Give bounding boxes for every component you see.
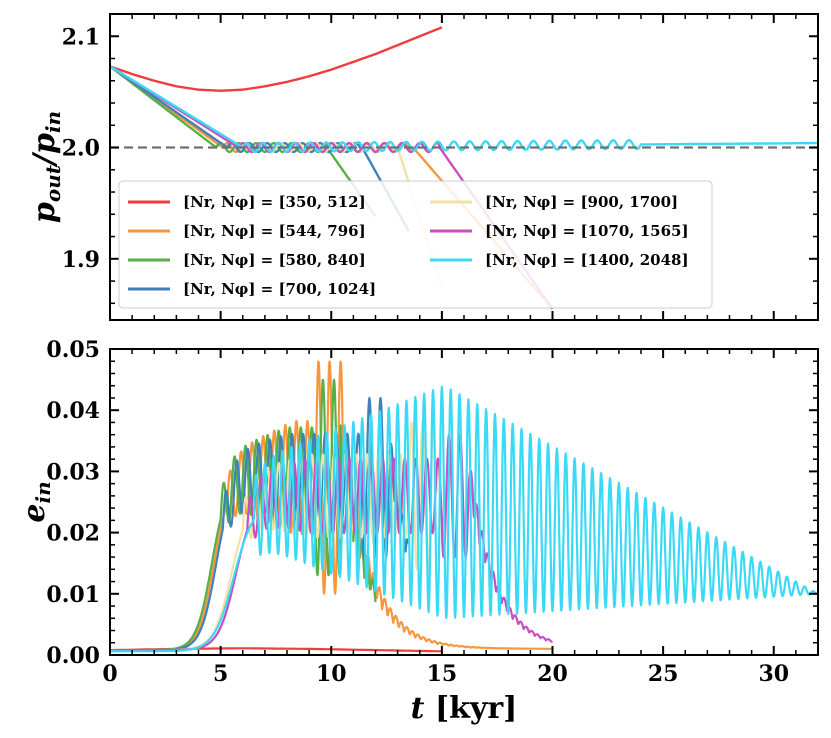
top-ylabel: pout/pin	[27, 111, 65, 223]
top-ylabel-mid: /p	[27, 133, 62, 168]
bottom-ytick-label: 0.00	[46, 643, 100, 669]
bottom-xtick-labels: 0 5 10 15 20 25 30	[102, 661, 789, 687]
top-ytick-label: 2.1	[62, 24, 100, 50]
top-series-line-700-1024	[110, 65, 410, 232]
bottom-panel: 0.00 0.01 0.02 0.03 0.04 0.05 0 5 10 15 20 25 30 ei…	[17, 337, 819, 726]
bottom-xtick-label: 20	[537, 661, 568, 687]
legend-entries: [Nr, Nφ] = [350, 512] [Nr, Nφ] = [544, 79…	[128, 193, 689, 298]
bottom-ytick-labels: 0.00 0.01 0.02 0.03 0.04 0.05	[46, 337, 100, 669]
bottom-ytick-label: 0.05	[46, 337, 100, 363]
bottom-xtick-label: 0	[102, 661, 117, 687]
bottom-series-group	[110, 360, 818, 653]
top-ylabel-sub2: in	[41, 111, 65, 133]
bottom-xlabel: t [kyr]	[411, 691, 518, 726]
bottom-series-line-1400-2048	[110, 385, 818, 653]
top-ylabel-main: p	[27, 202, 62, 223]
bottom-ytick-label: 0.03	[46, 459, 100, 485]
legend-label: [Nr, Nφ] = [700, 1024]	[183, 280, 376, 298]
bottom-xtick-label: 30	[758, 661, 789, 687]
legend-label: [Nr, Nφ] = [350, 512]	[183, 193, 366, 211]
top-series-line-350-512	[110, 26, 443, 93]
bottom-xtick-label: 5	[213, 661, 228, 687]
bottom-ytick-label: 0.01	[46, 582, 100, 608]
top-ylabel-sub1: out	[41, 164, 65, 202]
bottom-xtick-label: 10	[316, 661, 347, 687]
top-series-line-1400-2048	[110, 65, 818, 154]
legend-label: [Nr, Nφ] = [544, 796]	[183, 222, 366, 240]
legend-label: [Nr, Nφ] = [1070, 1565]	[485, 222, 689, 240]
bottom-ticks	[109, 348, 819, 656]
bottom-xtick-label: 25	[648, 661, 679, 687]
top-ytick-label: 1.9	[62, 247, 100, 273]
legend-box	[118, 180, 713, 309]
xlabel-unit: [kyr]	[425, 691, 518, 726]
bottom-ytick-label: 0.04	[46, 398, 100, 424]
bottom-ytick-label: 0.02	[46, 521, 100, 547]
top-ytick-labels: 1.9 2.0 2.1	[62, 24, 100, 273]
legend-label: [Nr, Nφ] = [900, 1700]	[485, 193, 678, 211]
top-ticks	[109, 14, 819, 320]
legend-label: [Nr, Nφ] = [580, 840]	[183, 251, 366, 269]
bottom-ylabel-main: e	[17, 504, 52, 523]
bottom-ylabel-sub: in	[31, 481, 55, 503]
top-panel: 1.92.02.1 [Nr, Nφ] = [350, 512][Nr, Nφ] …	[27, 13, 819, 321]
legend-label: [Nr, Nφ] = [1400, 2048]	[485, 251, 689, 269]
bottom-xtick-label: 15	[427, 661, 458, 687]
top-ytick-label: 2.0	[62, 136, 100, 162]
legend: [Nr, Nφ] = [350, 512] [Nr, Nφ] = [544, 79…	[118, 180, 713, 309]
bottom-ylabel: ein	[17, 481, 55, 522]
xlabel-var: t	[411, 691, 425, 726]
